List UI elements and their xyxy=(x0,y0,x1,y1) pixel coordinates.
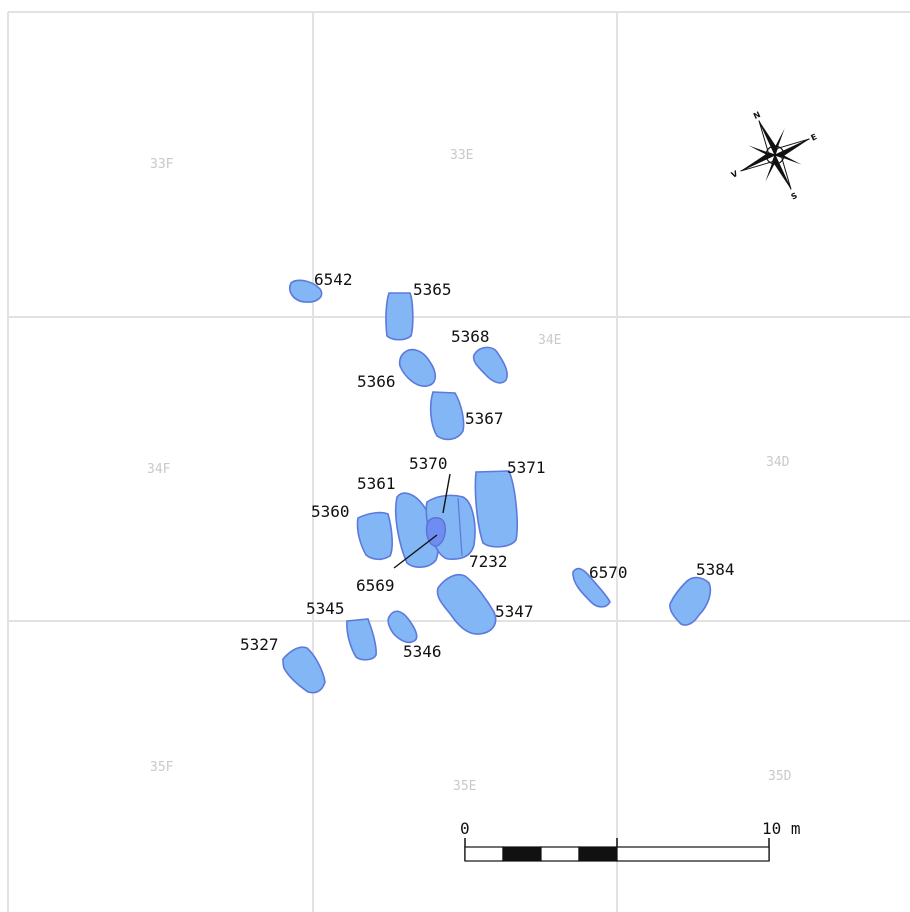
feature-5327[interactable] xyxy=(282,646,326,694)
feature-label-6542: 6542 xyxy=(314,270,353,289)
scale-bar: 0 10 m xyxy=(460,819,801,862)
scale-segment-3 xyxy=(540,846,580,862)
feature-6569[interactable] xyxy=(425,517,446,547)
scale-segment-2 xyxy=(502,846,542,862)
feature-label-5365: 5365 xyxy=(413,280,452,299)
grid-label-33f: 33F xyxy=(150,157,174,172)
feature-label-5367: 5367 xyxy=(465,409,504,428)
grid-label-34d: 34D xyxy=(766,455,790,470)
feature-label-7232: 7232 xyxy=(469,552,508,571)
grid-label-35d: 35D xyxy=(768,769,792,784)
feature-5361[interactable] xyxy=(394,492,439,568)
feature-label-5361: 5361 xyxy=(357,474,396,493)
feature-5384[interactable] xyxy=(669,576,712,626)
compass-letter-v: V xyxy=(730,169,740,180)
feature-label-5327: 5327 xyxy=(240,635,279,654)
grid-label-35f: 35F xyxy=(150,760,174,775)
feature-label-5368: 5368 xyxy=(451,327,490,346)
grid-label-34e: 34E xyxy=(538,333,561,348)
feature-label-5346: 5346 xyxy=(403,642,442,661)
grid-label-34f: 34F xyxy=(147,462,171,477)
grid-labels: 33F 33E 34E 34F 34D 35F 35E 35D xyxy=(147,148,792,794)
feature-5347[interactable] xyxy=(436,573,497,635)
feature-label-6570: 6570 xyxy=(589,563,628,582)
feature-label-5384: 5384 xyxy=(696,560,735,579)
grid-label-33e: 33E xyxy=(450,148,473,163)
feature-label-5345: 5345 xyxy=(306,599,345,618)
scale-label-end: 10 m xyxy=(762,819,801,838)
compass-star xyxy=(740,120,810,190)
scale-segment-5 xyxy=(616,846,770,862)
feature-label-5371: 5371 xyxy=(507,458,546,477)
compass-rose-icon: N E S V xyxy=(730,110,819,202)
compass-letter-s: S xyxy=(790,191,799,202)
scale-label-start: 0 xyxy=(460,819,470,838)
compass-letter-n: N xyxy=(752,110,762,121)
feature-5346[interactable] xyxy=(387,610,418,644)
feature-5371[interactable] xyxy=(474,470,518,548)
feature-5368[interactable] xyxy=(472,346,508,384)
scale-segment-4 xyxy=(578,846,618,862)
feature-label-5347: 5347 xyxy=(495,602,534,621)
feature-5360[interactable] xyxy=(356,511,393,561)
feature-6570[interactable] xyxy=(572,567,611,608)
feature-labels: 6542 5365 5368 5366 5367 5370 5371 5361 … xyxy=(240,270,735,661)
feature-label-6569: 6569 xyxy=(356,576,395,595)
feature-5366[interactable] xyxy=(398,348,437,387)
grid-label-35e: 35E xyxy=(453,779,476,794)
compass-letter-e: E xyxy=(810,132,819,142)
leader-lines xyxy=(393,473,451,569)
feature-label-5366: 5366 xyxy=(357,372,396,391)
feature-5365[interactable] xyxy=(385,292,414,341)
feature-5345[interactable] xyxy=(346,618,377,661)
feature-label-5360: 5360 xyxy=(311,502,350,521)
feature-5370-inner-line xyxy=(457,497,463,557)
feature-5367[interactable] xyxy=(429,391,465,441)
feature-label-5370: 5370 xyxy=(409,454,448,473)
feature-6542[interactable] xyxy=(289,279,323,303)
scale-segment-1 xyxy=(464,846,504,862)
features xyxy=(282,279,712,694)
leader-6569 xyxy=(393,534,438,569)
leader-5370 xyxy=(442,473,451,514)
